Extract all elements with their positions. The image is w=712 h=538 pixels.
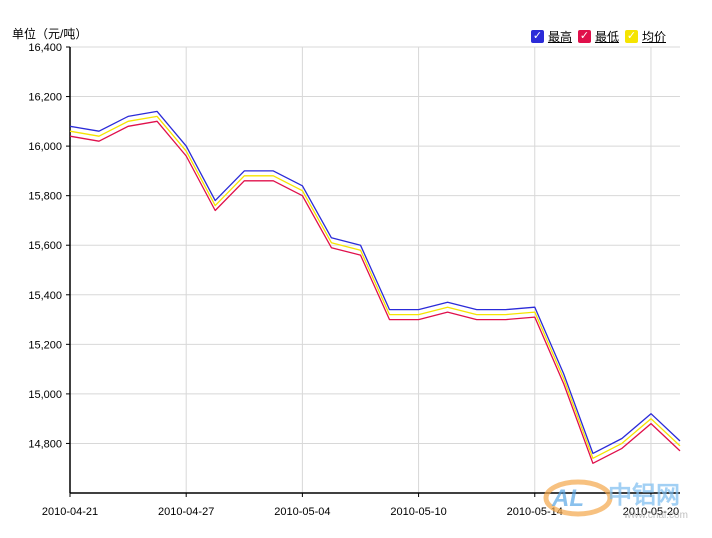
y-tick-label: 15,800 (28, 191, 62, 203)
x-tick-label: 2010-04-27 (158, 506, 214, 518)
chart-legend: ✓ 最高 ✓ 最低 ✓ 均价 (530, 28, 666, 45)
y-tick-label: 15,400 (28, 290, 62, 302)
x-tick-label: 2010-04-21 (42, 506, 98, 518)
legend-item-low[interactable]: ✓ 最低 (577, 28, 619, 45)
series-line-low (69, 120, 681, 464)
series-line-average (69, 115, 681, 459)
y-tick-label: 15,600 (28, 240, 62, 252)
checkbox-checked-icon[interactable]: ✓ (624, 30, 638, 43)
x-tick-label: 2010-05-20 (623, 506, 679, 518)
x-tick-label: 2010-05-14 (507, 506, 563, 518)
y-tick-label: 15,200 (28, 339, 62, 351)
legend-label-average[interactable]: 均价 (641, 30, 666, 44)
legend-label-high[interactable]: 最高 (547, 30, 572, 44)
x-tick-label: 2010-05-10 (390, 506, 446, 518)
y-tick-label: 16,200 (28, 92, 62, 104)
y-tick-label: 15,000 (28, 389, 62, 401)
y-tick-label: 16,400 (28, 42, 62, 54)
y-tick-label: 16,000 (28, 141, 62, 153)
y-tick-label: 14,800 (28, 438, 62, 450)
legend-item-average[interactable]: ✓ 均价 (624, 28, 666, 45)
x-tick-label: 2010-05-04 (274, 506, 330, 518)
legend-item-high[interactable]: ✓ 最高 (530, 28, 572, 45)
y-axis-unit-label: 单位（元/吨） (12, 27, 88, 41)
series-line-high (69, 110, 681, 455)
checkbox-checked-icon[interactable]: ✓ (530, 30, 544, 43)
legend-label-low[interactable]: 最低 (594, 30, 619, 44)
checkbox-checked-icon[interactable]: ✓ (577, 30, 591, 43)
